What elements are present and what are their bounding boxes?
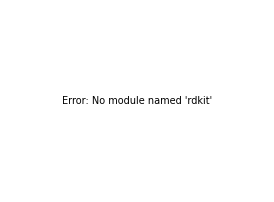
Text: Error: No module named 'rdkit': Error: No module named 'rdkit' bbox=[62, 96, 212, 106]
